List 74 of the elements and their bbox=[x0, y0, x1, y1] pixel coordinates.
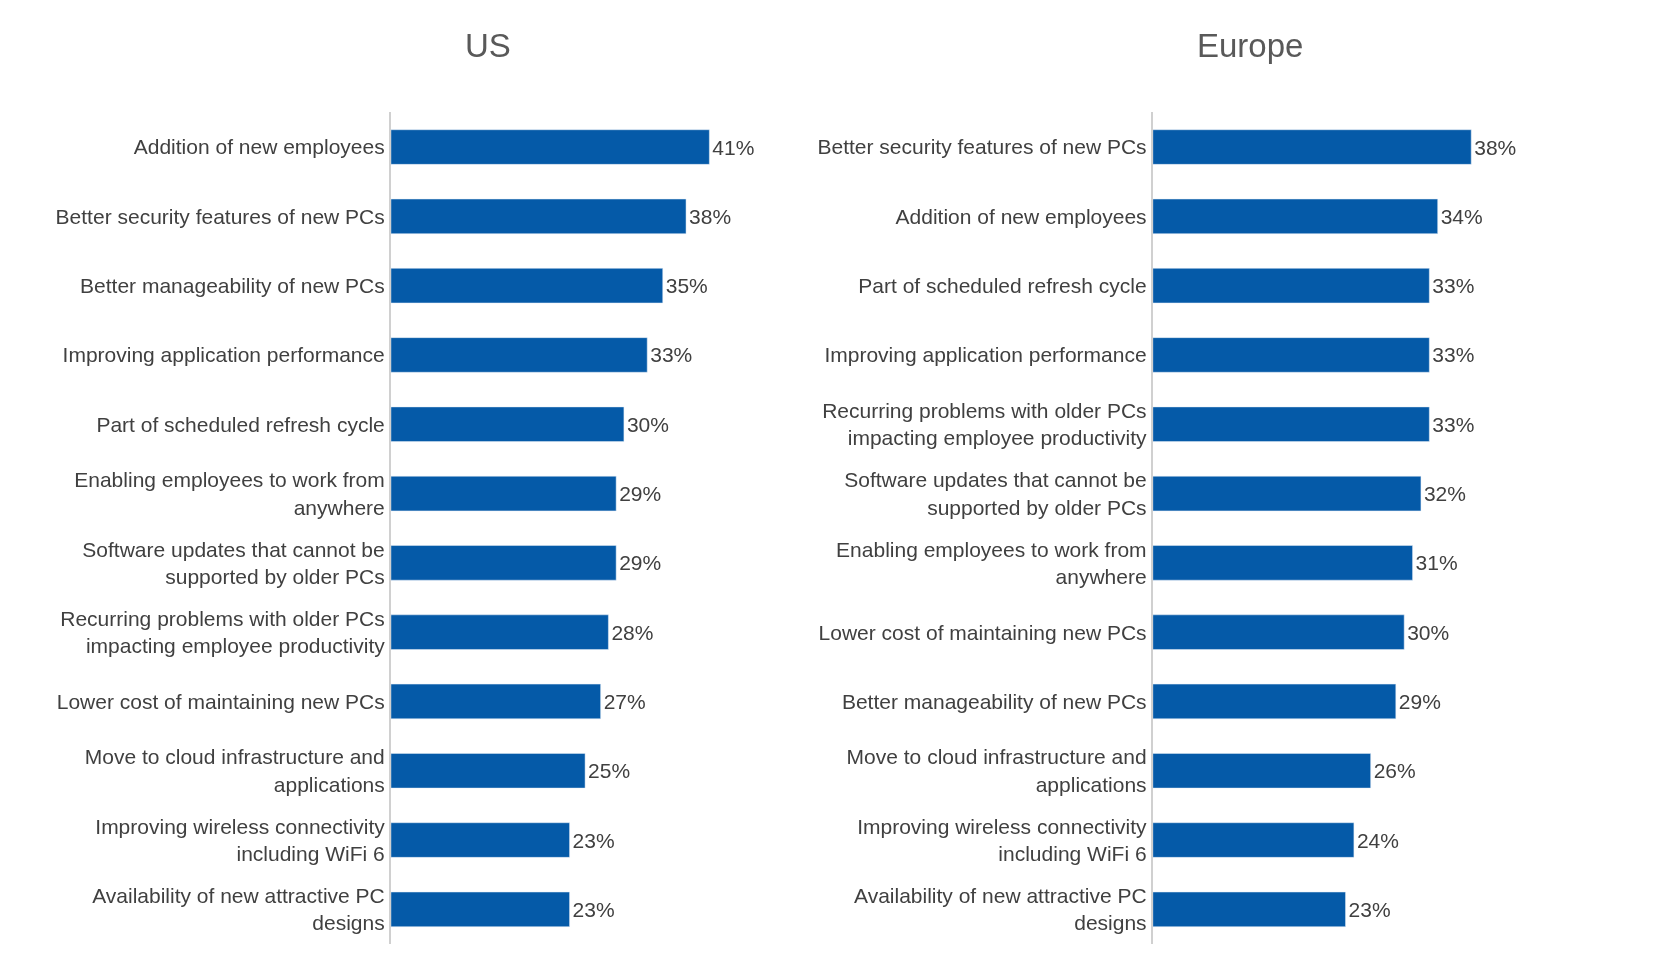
data-label: 28% bbox=[611, 620, 654, 644]
bar bbox=[1152, 268, 1430, 304]
bar bbox=[390, 753, 586, 789]
bar bbox=[1152, 753, 1371, 789]
bar bbox=[390, 683, 601, 720]
bar bbox=[1152, 475, 1422, 512]
data-label: 38% bbox=[689, 204, 732, 228]
y-tick-label: Improving wireless connectivity including WiFi 6 bbox=[857, 814, 1148, 866]
bar bbox=[1152, 891, 1346, 927]
bar bbox=[390, 545, 617, 581]
y-tick-label: Move to cloud infrastructure and applications bbox=[84, 745, 385, 796]
data-label: 23% bbox=[1348, 897, 1391, 921]
data-label: 25% bbox=[588, 759, 631, 783]
data-label: 41% bbox=[712, 135, 755, 159]
y-tick-label: Software updates that cannot be supported by older PCs bbox=[844, 468, 1147, 519]
data-label: 33% bbox=[650, 343, 693, 367]
y-tick-label: Lower cost of maintaining new PCs bbox=[818, 620, 1147, 644]
data-label: 27% bbox=[603, 689, 646, 713]
data-label: 34% bbox=[1440, 204, 1483, 228]
y-tick-label: Improving wireless connectivity including WiFi 6 bbox=[95, 814, 386, 866]
data-label: 23% bbox=[572, 897, 615, 921]
data-label: 33% bbox=[1432, 412, 1475, 436]
y-tick-label: Addition of new employees bbox=[895, 204, 1147, 228]
bar bbox=[390, 891, 570, 927]
bar bbox=[390, 475, 617, 512]
data-label: 33% bbox=[1432, 343, 1475, 367]
y-tick-label: Recurring problems with older PCs impacting employee productivity bbox=[60, 606, 386, 658]
data-label: 26% bbox=[1373, 759, 1416, 783]
data-label: 31% bbox=[1415, 551, 1458, 575]
y-tick-label: Improving application performance bbox=[62, 343, 385, 367]
bar bbox=[1152, 683, 1397, 720]
y-tick-label: Recurring problems with older PCs impacting employee productivity bbox=[822, 398, 1148, 450]
chart-title: Europe bbox=[1197, 27, 1304, 64]
y-tick-label: Software updates that cannot be supported by older PCs bbox=[82, 537, 385, 588]
bar bbox=[390, 129, 710, 165]
y-tick-label: Availability of new attractive PC designs bbox=[92, 884, 385, 935]
bar bbox=[390, 337, 648, 373]
bar bbox=[1152, 406, 1430, 442]
y-tick-label: Availability of new attractive PC designs bbox=[854, 884, 1147, 935]
y-tick-label: Addition of new employees bbox=[133, 135, 385, 159]
y-tick-label: Improving application performance bbox=[824, 343, 1147, 367]
data-label: 29% bbox=[1398, 689, 1441, 713]
bar bbox=[1152, 198, 1438, 234]
data-label: 23% bbox=[572, 828, 615, 852]
y-tick-label: Better security features of new PCs bbox=[817, 135, 1147, 159]
data-label: 32% bbox=[1423, 482, 1466, 506]
data-label: 29% bbox=[619, 482, 662, 506]
bar bbox=[390, 614, 609, 650]
data-label: 33% bbox=[1432, 274, 1475, 298]
y-tick-label: Part of scheduled refresh cycle bbox=[96, 412, 385, 436]
bar bbox=[390, 198, 687, 234]
y-tick-label: Lower cost of maintaining new PCs bbox=[56, 689, 385, 713]
y-tick-label: Part of scheduled refresh cycle bbox=[858, 274, 1147, 297]
y-tick-label: Better manageability of new PCs bbox=[841, 689, 1147, 713]
chart-title: US bbox=[465, 27, 511, 64]
y-tick-label: Better manageability of new PCs bbox=[80, 274, 385, 297]
data-label: 38% bbox=[1474, 135, 1517, 159]
data-label: 24% bbox=[1356, 828, 1399, 852]
bar bbox=[390, 822, 570, 858]
bar bbox=[1152, 337, 1430, 373]
data-label: 30% bbox=[1407, 620, 1450, 644]
y-tick-label: Move to cloud infrastructure and applications bbox=[846, 745, 1147, 796]
bar bbox=[1152, 545, 1413, 581]
y-tick-label: Better security features of new PCs bbox=[55, 204, 385, 228]
data-label: 35% bbox=[665, 274, 708, 298]
bar bbox=[390, 268, 663, 304]
y-tick-label: Enabling employees to work from anywhere bbox=[74, 468, 385, 519]
data-label: 29% bbox=[619, 551, 662, 575]
bar bbox=[1152, 614, 1405, 650]
data-label: 30% bbox=[626, 412, 669, 436]
bar bbox=[1152, 129, 1472, 165]
bar bbox=[1152, 822, 1355, 858]
y-tick-label: Enabling employees to work from anywhere bbox=[836, 537, 1147, 588]
bar bbox=[390, 406, 625, 442]
